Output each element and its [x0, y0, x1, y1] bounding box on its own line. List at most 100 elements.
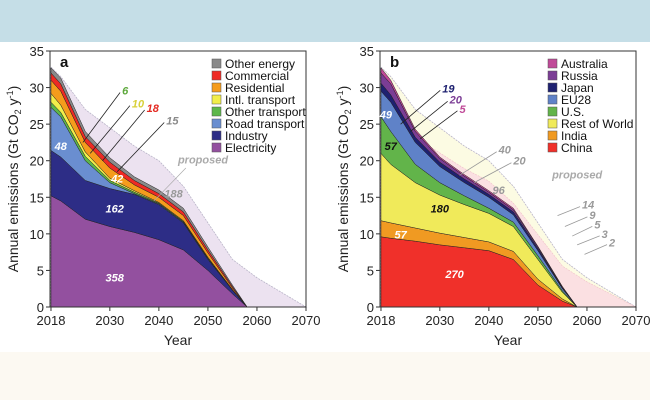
legend-item: China	[547, 141, 593, 155]
cumulative-emission-label: 9	[589, 210, 596, 222]
legend-label: Road transport	[225, 117, 305, 131]
legend-label: Intl. transport	[225, 93, 296, 107]
cumulative-emission-label: 358	[106, 273, 125, 285]
legend-label: Other transport	[225, 105, 306, 119]
legend-swatch	[547, 82, 558, 93]
x-tick-label: 2060	[242, 313, 271, 328]
y-axis-label-sub: 2	[343, 109, 353, 114]
header-band	[0, 0, 650, 42]
annotation-leader-line	[102, 109, 145, 161]
x-tick-label: 2030	[425, 313, 454, 328]
annotation-leader-line	[577, 235, 600, 246]
legend-swatch	[547, 106, 558, 117]
y-tick-label: 30	[30, 81, 44, 96]
proposed-leader-line	[153, 167, 187, 202]
legend-swatch	[211, 130, 222, 141]
legend-label: Industry	[225, 129, 268, 143]
x-tick-label: 2040	[144, 313, 173, 328]
x-tick-label: 2050	[523, 313, 552, 328]
legend-swatch	[211, 142, 222, 153]
legend-label: Other energy	[225, 57, 295, 71]
x-tick-label: 2018	[367, 313, 396, 328]
x-tick-label: 2070	[622, 313, 650, 328]
cumulative-emission-label: 5	[594, 219, 601, 231]
plot-frame	[49, 50, 307, 308]
legend-label: Russia	[561, 69, 598, 83]
cumulative-emission-label: 42	[110, 173, 123, 185]
y-tick-label: 5	[367, 263, 374, 278]
cumulative-emission-label: 20	[512, 156, 526, 168]
legend-item: Russia	[547, 69, 598, 83]
annotation-leader-line	[419, 110, 458, 140]
legend-label: India	[561, 129, 587, 143]
y-axis-label-unit: y	[5, 98, 21, 109]
y-axis-label-end: )	[5, 86, 21, 91]
y-tick-label: 35	[360, 44, 374, 59]
legend-label: Electricity	[225, 141, 276, 155]
legend-item: EU28	[547, 93, 591, 107]
y-tick-label: 15	[30, 190, 44, 205]
legend-swatch	[211, 82, 222, 93]
y-axis-label-sup: -1	[5, 90, 15, 98]
cumulative-emission-label: 49	[379, 110, 393, 122]
legend-item: India	[547, 129, 587, 143]
legend-item: Road transport	[211, 117, 305, 131]
area-other-energy	[50, 67, 248, 308]
cumulative-emission-label: 57	[394, 230, 407, 242]
legend-swatch	[211, 58, 222, 69]
legend-swatch	[547, 58, 558, 69]
plot-frame	[379, 50, 637, 308]
y-tick-label: 10	[360, 227, 374, 242]
y-axis-label-sub: 2	[13, 109, 23, 114]
footer-band	[0, 352, 650, 400]
legend-item: Intl. transport	[211, 93, 296, 107]
x-tick-label: 2018	[37, 313, 66, 328]
legend-item: Other transport	[211, 105, 306, 119]
cumulative-emission-label: 188	[164, 189, 183, 201]
y-axis-label: Annual emissions (Gt CO2 y-1)	[5, 86, 23, 273]
legend-item: Rest of World	[547, 117, 633, 131]
legend-swatch	[211, 70, 222, 81]
cumulative-emission-label: 6	[122, 85, 129, 97]
legend-label: EU28	[561, 93, 591, 107]
cumulative-emission-label: 18	[147, 103, 160, 115]
cumulative-emission-label: 10	[132, 99, 145, 111]
cumulative-emission-label: 5	[459, 104, 466, 116]
legend-label: Commercial	[225, 69, 289, 83]
cumulative-emission-label: 96	[493, 185, 506, 197]
legend-item: Residential	[211, 81, 284, 95]
y-axis-label-unit: y	[335, 98, 351, 109]
chart-panel-a: 0 5 10 15 20 25 30 35 2018 2030 2040 2050 2060 2070 Ye…	[5, 44, 320, 348]
x-tick-label: 2050	[193, 313, 222, 328]
legend-label: U.S.	[561, 105, 584, 119]
y-tick-label: 35	[30, 44, 44, 59]
y-tick-label: 10	[30, 227, 44, 242]
proposed-label: proposed	[551, 169, 602, 181]
annotation-leader-line	[564, 216, 588, 227]
annotation-leader-line	[116, 122, 165, 172]
legend-swatch	[211, 118, 222, 129]
y-tick-label: 20	[360, 154, 374, 169]
legend-swatch	[547, 118, 558, 129]
annotation-leader-line	[473, 162, 512, 184]
x-tick-label: 2030	[95, 313, 124, 328]
legend-item: Industry	[211, 129, 268, 143]
y-axis-label-end: )	[335, 86, 351, 91]
proposed-label: proposed	[177, 155, 228, 167]
y-tick-label: 5	[37, 263, 44, 278]
y-axis-label-sup: -1	[335, 90, 345, 98]
legend-item: Electricity	[211, 141, 276, 155]
annotation-leader-line	[459, 151, 497, 176]
y-tick-label: 20	[30, 154, 44, 169]
legend-swatch	[547, 94, 558, 105]
area-australia	[380, 67, 578, 308]
legend-swatch	[547, 130, 558, 141]
legend-swatch	[211, 94, 222, 105]
cumulative-emission-label: 2	[608, 238, 615, 250]
y-axis-label-main: Annual emissions (Gt CO	[335, 114, 351, 272]
cumulative-emission-label: 57	[385, 141, 398, 153]
x-tick-label: 2040	[474, 313, 503, 328]
legend-label: Japan	[561, 81, 594, 95]
